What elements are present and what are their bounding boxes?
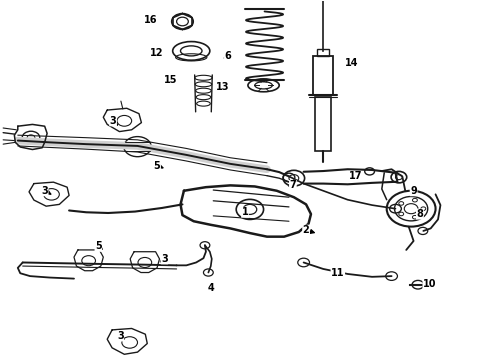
- Text: 6: 6: [224, 51, 231, 61]
- Text: 1: 1: [242, 207, 248, 217]
- Text: 5: 5: [95, 241, 102, 251]
- Text: 13: 13: [216, 82, 230, 92]
- Text: 9: 9: [410, 186, 417, 196]
- Text: 3: 3: [117, 331, 124, 341]
- Text: 4: 4: [207, 283, 214, 293]
- Text: 15: 15: [164, 75, 177, 85]
- Text: 10: 10: [423, 279, 437, 289]
- Text: 5: 5: [154, 161, 160, 171]
- Text: 3: 3: [161, 254, 168, 264]
- Text: 3: 3: [110, 116, 117, 126]
- Bar: [318, 49, 329, 56]
- Text: 11: 11: [331, 268, 344, 278]
- Bar: [316, 97, 331, 150]
- Text: 7: 7: [290, 180, 296, 190]
- Text: 8: 8: [416, 209, 423, 219]
- Text: 3: 3: [41, 186, 48, 196]
- Text: 2: 2: [303, 225, 310, 235]
- Text: 14: 14: [345, 58, 358, 68]
- Text: 16: 16: [145, 15, 158, 26]
- Text: 17: 17: [349, 171, 362, 181]
- Text: 12: 12: [150, 48, 164, 58]
- Bar: [314, 56, 333, 95]
